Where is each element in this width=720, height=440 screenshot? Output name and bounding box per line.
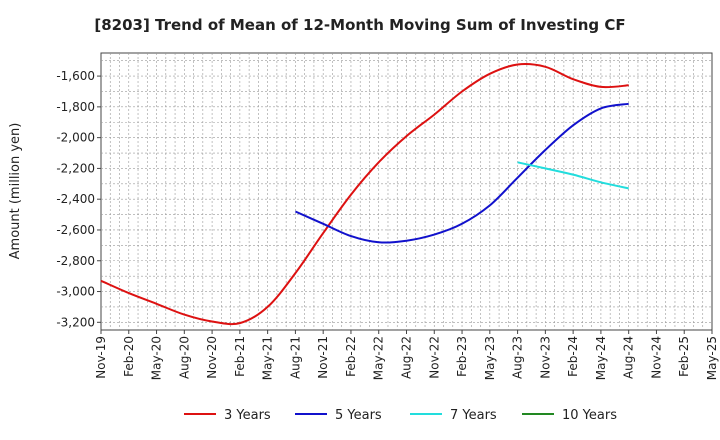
series-line-7-years <box>517 161 629 190</box>
y-axis-ticks: -1,600 -1,800 -2,000 -2,200 -2,400 -2,600 -2,8… <box>56 69 101 329</box>
x-tick-label: Feb-24 <box>566 336 580 377</box>
y-tick-label: -2,800 <box>56 254 95 268</box>
x-tick-label: Aug-20 <box>177 336 191 379</box>
x-tick-label: Nov-22 <box>427 336 441 379</box>
x-tick-label: Aug-21 <box>288 336 302 379</box>
y-tick-label: -1,600 <box>56 69 95 83</box>
x-tick-label: Feb-21 <box>233 336 247 377</box>
y-tick-label: -2,200 <box>56 161 95 175</box>
x-tick-label: Aug-24 <box>622 336 636 379</box>
x-tick-label: Nov-20 <box>205 336 219 379</box>
x-tick-label: Feb-25 <box>677 336 691 377</box>
x-tick-label: Aug-22 <box>400 336 414 379</box>
x-tick-label: May-24 <box>594 336 608 380</box>
x-tick-label: Nov-23 <box>538 336 552 379</box>
grid-lines <box>101 53 712 330</box>
x-tick-label: Feb-20 <box>122 336 136 377</box>
y-tick-label: -2,000 <box>56 131 95 145</box>
x-tick-label: Nov-24 <box>649 336 663 379</box>
series-line-3-years <box>100 63 629 326</box>
x-tick-label: Nov-19 <box>94 336 108 379</box>
x-tick-label: May-21 <box>261 336 275 380</box>
legend-label-5-years: 5 Years <box>335 408 382 423</box>
x-axis-ticks: Nov-19 Feb-20 May-20 Aug-20 Nov-20 Feb-21 May-… <box>94 330 719 380</box>
legend-label-10-years: 10 Years <box>562 408 617 423</box>
x-tick-label: Aug-23 <box>511 336 525 379</box>
x-tick-label: May-23 <box>483 336 497 380</box>
plot-area <box>100 52 713 331</box>
x-tick-label: May-22 <box>372 336 386 380</box>
series-line-5-years <box>294 102 629 244</box>
x-tick-label: Nov-21 <box>316 336 330 379</box>
legend-label-7-years: 7 Years <box>450 408 497 423</box>
y-tick-label: -2,400 <box>56 192 95 206</box>
x-tick-label: Feb-22 <box>344 336 358 377</box>
y-tick-label: -3,000 <box>56 285 95 299</box>
y-axis-title: Amount (million yen) <box>8 123 23 260</box>
y-tick-label: -3,200 <box>56 315 95 329</box>
chart-title: [8203] Trend of Mean of 12-Month Moving … <box>94 16 626 34</box>
x-tick-label: Feb-23 <box>455 336 469 377</box>
series-lines <box>100 63 629 326</box>
x-tick-label: May-20 <box>150 336 164 380</box>
x-tick-label: May-25 <box>705 336 719 380</box>
legend: 3 Years 5 Years 7 Years 10 Years <box>184 408 617 423</box>
y-tick-label: -1,800 <box>56 100 95 114</box>
y-tick-label: -2,600 <box>56 223 95 237</box>
legend-label-3-years: 3 Years <box>224 408 271 423</box>
